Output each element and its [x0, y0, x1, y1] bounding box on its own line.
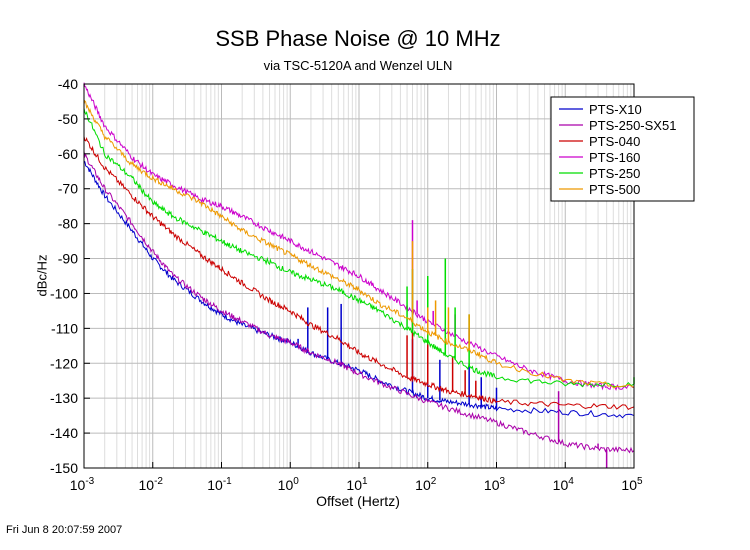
y-tick-label: -100	[50, 285, 78, 301]
series-line	[83, 136, 635, 410]
y-tick-label: -110	[51, 320, 78, 336]
x-tick-label: 10-1	[207, 476, 232, 493]
series-line	[83, 82, 635, 391]
x-tick-label: 102	[415, 476, 437, 493]
x-tick-label: 105	[621, 476, 643, 493]
data-series	[83, 82, 635, 468]
y-tick-label: -50	[58, 111, 78, 127]
chart-title: SSB Phase Noise @ 10 MHz	[215, 26, 501, 51]
series-line	[83, 151, 635, 454]
y-tick-label: -70	[58, 181, 78, 197]
series-line	[83, 99, 635, 389]
x-tick-label: 101	[346, 476, 368, 493]
legend-label: PTS-250	[589, 166, 640, 181]
axis-ticks: -40 -50 -60 -70 -80 -90 -100 -110 -120 -130 -140 -1…	[50, 76, 643, 493]
legend-label: PTS-160	[589, 150, 640, 165]
x-tick-label: 103	[484, 476, 506, 493]
legend-label: PTS-040	[589, 134, 640, 149]
x-tick-label: 104	[553, 476, 575, 493]
y-tick-label: -150	[50, 460, 78, 476]
legend-label: PTS-500	[589, 182, 640, 197]
x-tick-label: 100	[278, 476, 300, 493]
y-tick-label: -60	[58, 146, 78, 162]
series-line	[83, 160, 635, 419]
y-tick-label: -40	[58, 76, 78, 92]
x-axis-label: Offset (Hertz)	[316, 493, 400, 509]
timestamp: Fri Jun 8 20:07:59 2007	[6, 524, 123, 536]
x-tick-label: 10-2	[139, 476, 164, 493]
chart-subtitle: via TSC-5120A and Wenzel ULN	[263, 58, 453, 73]
x-tick-label: 10-3	[70, 476, 95, 493]
legend-label: PTS-250-SX51	[589, 118, 676, 133]
legend: PTS-X10PTS-250-SX51PTS-040PTS-160PTS-250…	[550, 96, 695, 202]
legend-label: PTS-X10	[589, 102, 642, 117]
legend-box	[550, 96, 695, 202]
y-tick-label: -120	[50, 355, 78, 371]
y-tick-label: -80	[58, 216, 78, 232]
series-line	[83, 108, 635, 388]
y-tick-label: -140	[50, 425, 78, 441]
y-tick-label: -130	[50, 390, 78, 406]
y-tick-label: -90	[58, 251, 78, 267]
